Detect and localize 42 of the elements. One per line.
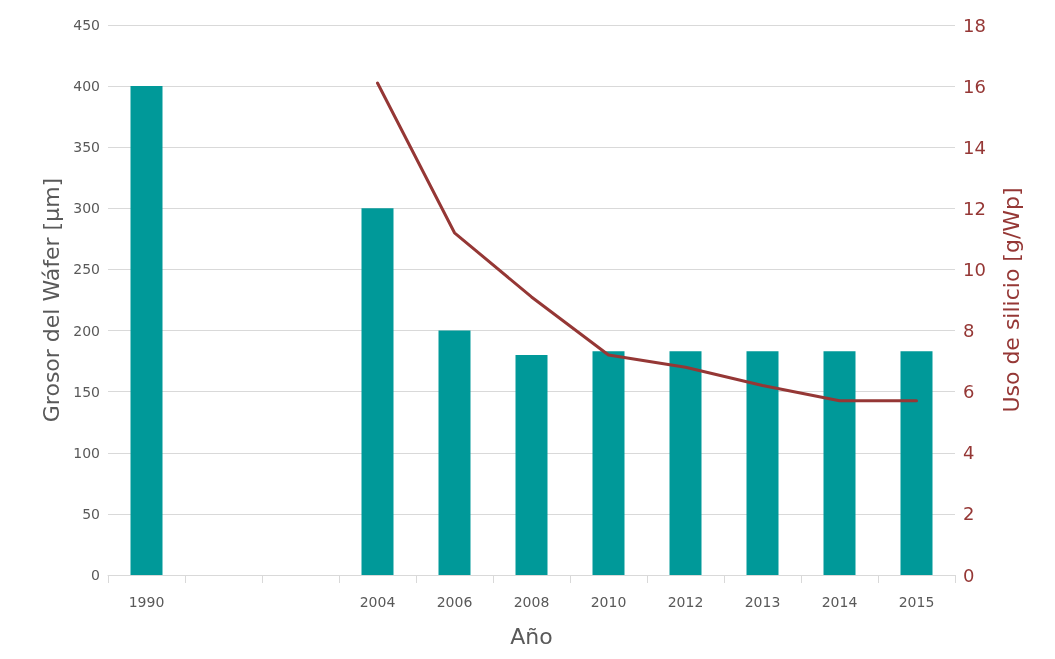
y2-tick-label: 4 xyxy=(963,442,975,464)
line-series xyxy=(376,81,918,403)
y-tick-label: 200 xyxy=(73,322,100,339)
y-tick-label: 100 xyxy=(73,444,100,461)
bar xyxy=(515,355,548,575)
x-tick-label: 2012 xyxy=(667,594,704,610)
bar xyxy=(438,330,471,575)
x-tick-label: 2013 xyxy=(744,594,781,610)
x-tick-label: 2010 xyxy=(590,594,627,610)
bar xyxy=(130,86,163,575)
y2-tick-label: 12 xyxy=(963,197,986,219)
y2-tick-label: 8 xyxy=(963,320,975,342)
x-tick-label: 2008 xyxy=(513,594,550,610)
y2-axis-title: Uso de silicio [g/Wp] xyxy=(998,187,1024,413)
y-tick-label: 150 xyxy=(73,383,100,400)
bar xyxy=(746,351,779,575)
x-tick-label: 2015 xyxy=(898,594,935,610)
bar xyxy=(361,208,394,575)
y2-tick-label: 10 xyxy=(963,258,986,280)
x-tick-label: 1990 xyxy=(128,594,165,610)
y-tick-label: 250 xyxy=(73,261,100,278)
y2-tick-label: 14 xyxy=(963,136,986,158)
bar xyxy=(823,351,856,575)
y2-tick-label: 0 xyxy=(963,564,975,586)
y2-tick-label: 18 xyxy=(963,14,986,36)
y-axis-title: Grosor del Wáfer [µm] xyxy=(38,177,64,423)
y-tick-label: 300 xyxy=(73,200,100,217)
bar xyxy=(669,351,702,575)
y-tick-label: 50 xyxy=(82,505,100,522)
bar xyxy=(592,351,625,575)
y-tick-label: 350 xyxy=(73,139,100,156)
y-tick-label: 0 xyxy=(91,567,100,583)
y2-tick-label: 16 xyxy=(963,75,986,97)
x-tick-label: 2006 xyxy=(436,594,473,610)
x-axis-title: Año xyxy=(510,623,553,649)
bar xyxy=(900,351,933,575)
y2-tick-label: 6 xyxy=(963,381,975,403)
y2-tick-label: 2 xyxy=(963,503,975,525)
y-tick-label: 400 xyxy=(73,78,100,95)
x-tick-label: 2014 xyxy=(821,594,858,610)
x-tick-label: 2004 xyxy=(359,594,396,610)
y-tick-label: 450 xyxy=(73,17,100,33)
